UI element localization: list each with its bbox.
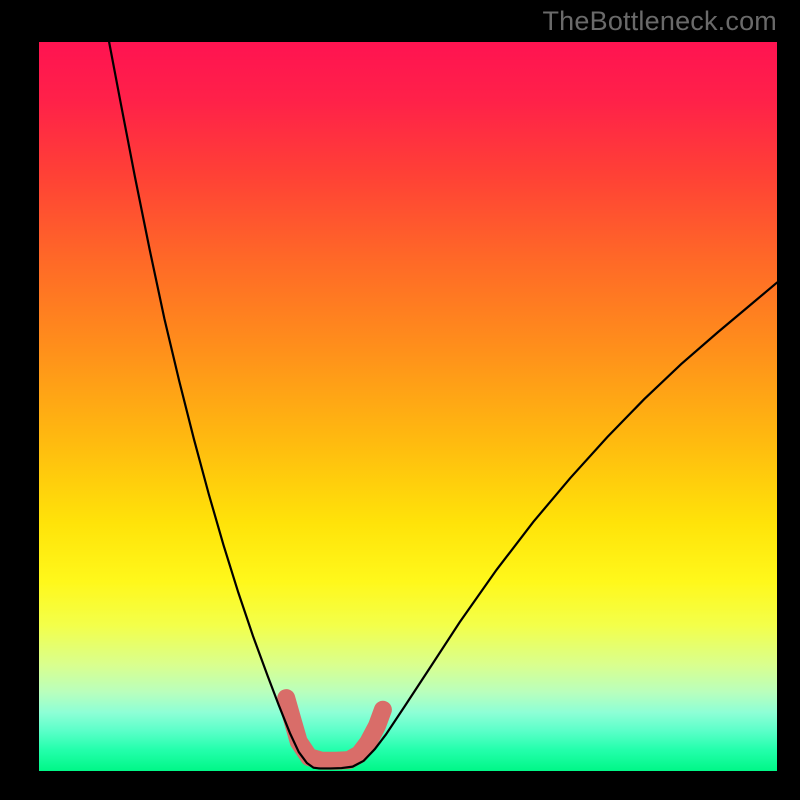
frame-bottom <box>0 771 800 800</box>
frame-left <box>0 0 39 800</box>
bottleneck-plot <box>0 0 800 800</box>
frame-right <box>777 0 800 800</box>
watermark-text: TheBottleneck.com <box>542 6 777 37</box>
plot-area <box>39 42 777 771</box>
